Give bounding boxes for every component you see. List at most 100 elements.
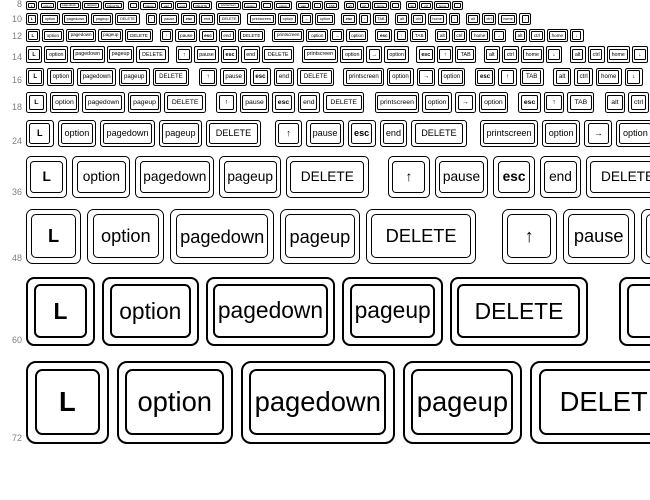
key-pause: pause xyxy=(175,29,197,43)
key-pause: pause xyxy=(194,46,218,62)
key-esc: esc xyxy=(221,46,240,62)
key-option: option xyxy=(44,46,68,62)
key-tab: TAB xyxy=(324,1,339,10)
key-ctrl: ctrl xyxy=(411,13,426,25)
key-ctrl: ctrl xyxy=(357,1,371,10)
row-14: 14LoptionpagedownpageupDELETE↑pauseescen… xyxy=(0,44,650,64)
key-page-up: pageup xyxy=(82,1,102,10)
row-8: 8LoptionpagedownpageupDELETE↑pauseescend… xyxy=(0,0,650,11)
key-end: end xyxy=(219,29,236,43)
key-option-2: option xyxy=(542,120,581,148)
key-up-arrow-2: ↑ xyxy=(437,46,453,62)
key-esc-2: esc xyxy=(475,68,496,86)
key-pause: pause xyxy=(240,92,270,113)
key-delete: DELETE xyxy=(450,277,588,346)
key-right-arrow: → xyxy=(261,1,274,10)
key-option: option xyxy=(42,29,64,43)
key-tab: TAB xyxy=(373,13,390,25)
key-delete-2: DELETE xyxy=(297,68,334,86)
key-page-down: pagedown xyxy=(206,277,336,346)
key-up-arrow: ↑ xyxy=(160,29,174,43)
key-page-down: pagedown xyxy=(66,29,97,43)
key-right-arrow: → xyxy=(584,120,612,148)
key-page-down: pagedown xyxy=(241,361,395,444)
key-print-screen: printscreen xyxy=(302,46,338,62)
key-page-down: pagedown xyxy=(100,120,155,148)
size-label-60: 60 xyxy=(0,335,26,346)
key-l: L xyxy=(26,46,42,62)
key-tab: TAB xyxy=(410,29,428,43)
key-ctrl-2: ctrl xyxy=(529,29,545,43)
key-home-2: home xyxy=(607,46,630,62)
key-l: L xyxy=(26,92,47,113)
key-end: end xyxy=(175,1,190,10)
key-up-arrow: ↑ xyxy=(388,156,429,197)
key-print-screen: printscreen xyxy=(216,1,241,10)
key-pause: pause xyxy=(563,209,635,264)
key-option-3: option xyxy=(384,46,408,62)
size-label-18: 18 xyxy=(0,102,26,113)
key-end: end xyxy=(380,120,408,148)
row-72: 72LoptionpagedownpageupDELETE↑pauseescen… xyxy=(0,353,650,452)
key-delete: DELETE xyxy=(530,361,650,444)
size-label-36: 36 xyxy=(0,187,26,198)
key-delete-2: DELETE xyxy=(217,13,241,25)
key-option-2: option xyxy=(387,68,414,86)
key-print-screen: printscreen xyxy=(272,29,304,43)
key-alt: alt xyxy=(605,92,626,113)
key-alt: alt xyxy=(344,1,357,10)
key-right-arrow: → xyxy=(330,29,344,43)
key-esc: esc xyxy=(641,209,650,264)
size-label-24: 24 xyxy=(0,136,26,147)
key-page-down: pagedown xyxy=(62,13,89,25)
size-label-72: 72 xyxy=(0,433,26,444)
key-home: home xyxy=(596,68,622,86)
row-18: 18LoptionpagedownpageupDELETE↑pauseescen… xyxy=(0,89,650,116)
row-36: 36LoptionpagedownpageupDELETE↑pauseescen… xyxy=(0,151,650,202)
key-ctrl: ctrl xyxy=(452,29,468,43)
key-up-arrow: ↑ xyxy=(275,120,303,148)
key-esc-2: esc xyxy=(375,29,392,43)
key-esc-2: esc xyxy=(518,92,540,113)
key-page-down: pagedown xyxy=(82,92,124,113)
key-option-2: option xyxy=(278,13,298,25)
key-alt: alt xyxy=(553,68,571,86)
key-option-3: option xyxy=(346,29,368,43)
key-l: L xyxy=(26,29,40,43)
key-option-3: option xyxy=(274,1,292,10)
key-end: end xyxy=(274,68,295,86)
key-option: option xyxy=(117,361,233,444)
row-16: 16LoptionpagedownpageupDELETE↑pauseescen… xyxy=(0,65,650,89)
key-delete: DELETE xyxy=(366,209,476,264)
size-label-8: 8 xyxy=(0,0,26,10)
key-down-arrow: ↓ xyxy=(492,29,506,43)
key-delete: DELETE xyxy=(103,1,124,10)
key-option: option xyxy=(87,209,164,264)
key-page-down: pagedown xyxy=(70,46,104,62)
key-alt: alt xyxy=(395,13,409,25)
key-esc: esc xyxy=(159,1,174,10)
key-up-arrow-2: ↑ xyxy=(359,13,371,25)
key-delete: DELETE xyxy=(136,46,168,62)
key-l: L xyxy=(26,13,38,25)
key-esc: esc xyxy=(199,29,216,43)
key-page-up: pageup xyxy=(219,156,281,197)
key-print-screen: printscreen xyxy=(343,68,383,86)
key-up-arrow: ↑ xyxy=(176,46,192,62)
key-option-3: option xyxy=(479,92,509,113)
row-12: 12LoptionpagedownpageupDELETE↑pauseescen… xyxy=(0,27,650,45)
row-48: 48LoptionpagedownpageupDELETE↑pauseescen… xyxy=(0,203,650,270)
key-alt: alt xyxy=(435,29,449,43)
key-page-up: pageup xyxy=(98,29,123,43)
key-right-arrow: → xyxy=(300,13,313,25)
key-option: option xyxy=(40,13,60,25)
key-esc: esc xyxy=(181,13,197,25)
key-right-arrow: → xyxy=(455,92,476,113)
key-page-down: pagedown xyxy=(135,156,214,197)
key-up-arrow: ↑ xyxy=(199,68,217,86)
key-up-arrow-2: ↑ xyxy=(312,1,323,10)
key-option-2: option xyxy=(242,1,260,10)
key-down-arrow: ↓ xyxy=(449,13,461,25)
key-home: home xyxy=(521,46,544,62)
key-page-up: pageup xyxy=(159,120,202,148)
